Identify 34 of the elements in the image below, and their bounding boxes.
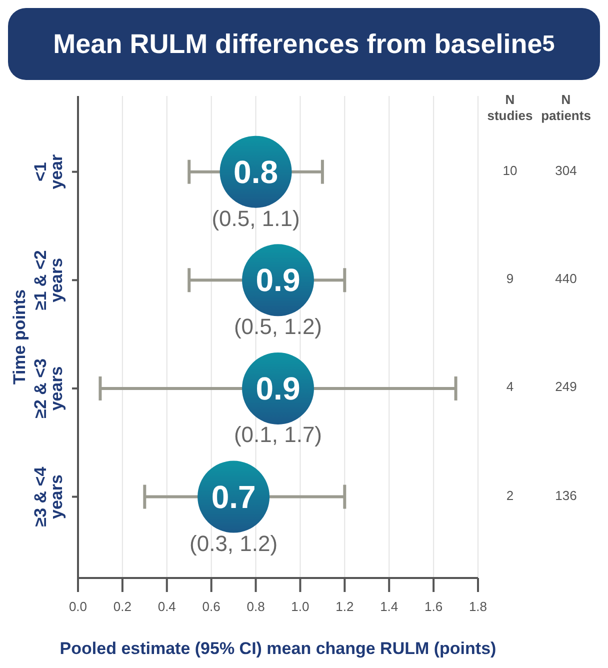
- annotation: (0.3, 1.2): [188, 530, 279, 557]
- text: 136: [554, 488, 578, 503]
- text: 4: [505, 379, 515, 394]
- x-axis-title: Pooled estimate (95% CI) mean change RULM (points): [60, 639, 496, 658]
- data-label: 0.9: [256, 370, 300, 406]
- y-tick-label: ≥2 & <3 years: [31, 358, 66, 418]
- x-tick-label: 0.2: [113, 599, 132, 614]
- x-tick-label: 1.4: [380, 599, 398, 614]
- annotation: (0.1, 1.7): [232, 422, 324, 448]
- x-tick-label: 0.8: [246, 599, 265, 614]
- text: 440: [554, 271, 578, 286]
- data-label: 0.9: [256, 262, 300, 298]
- text: 304: [554, 162, 578, 178]
- x-tick-label: 1.2: [336, 599, 354, 614]
- annotation: (0.5, 1.1): [210, 206, 301, 232]
- y-axis-title: Time points: [10, 289, 29, 385]
- text: 10: [502, 162, 518, 178]
- x-tick-label: 0.4: [158, 599, 176, 614]
- data-label: 0.7: [211, 478, 256, 515]
- text: 2: [505, 488, 515, 503]
- data-label: 0.8: [234, 154, 278, 190]
- y-tick-label: ≥3 & <4 years: [31, 466, 66, 527]
- y-tick-label: ≥1 & <2 years: [31, 250, 66, 310]
- x-tick-label: 0.6: [202, 599, 220, 614]
- text: N studies: [486, 92, 534, 124]
- x-tick-label: 1.8: [468, 599, 488, 614]
- text: N patients: [540, 92, 592, 124]
- text: 9: [505, 271, 515, 286]
- text: 249: [554, 379, 578, 394]
- x-tick-label: 0.0: [68, 599, 88, 614]
- x-tick-label: 1.6: [424, 599, 443, 614]
- x-tick-label: 1.0: [291, 599, 310, 614]
- annotation: (0.5, 1.2): [232, 314, 324, 340]
- y-tick-label: <1 year: [31, 154, 66, 190]
